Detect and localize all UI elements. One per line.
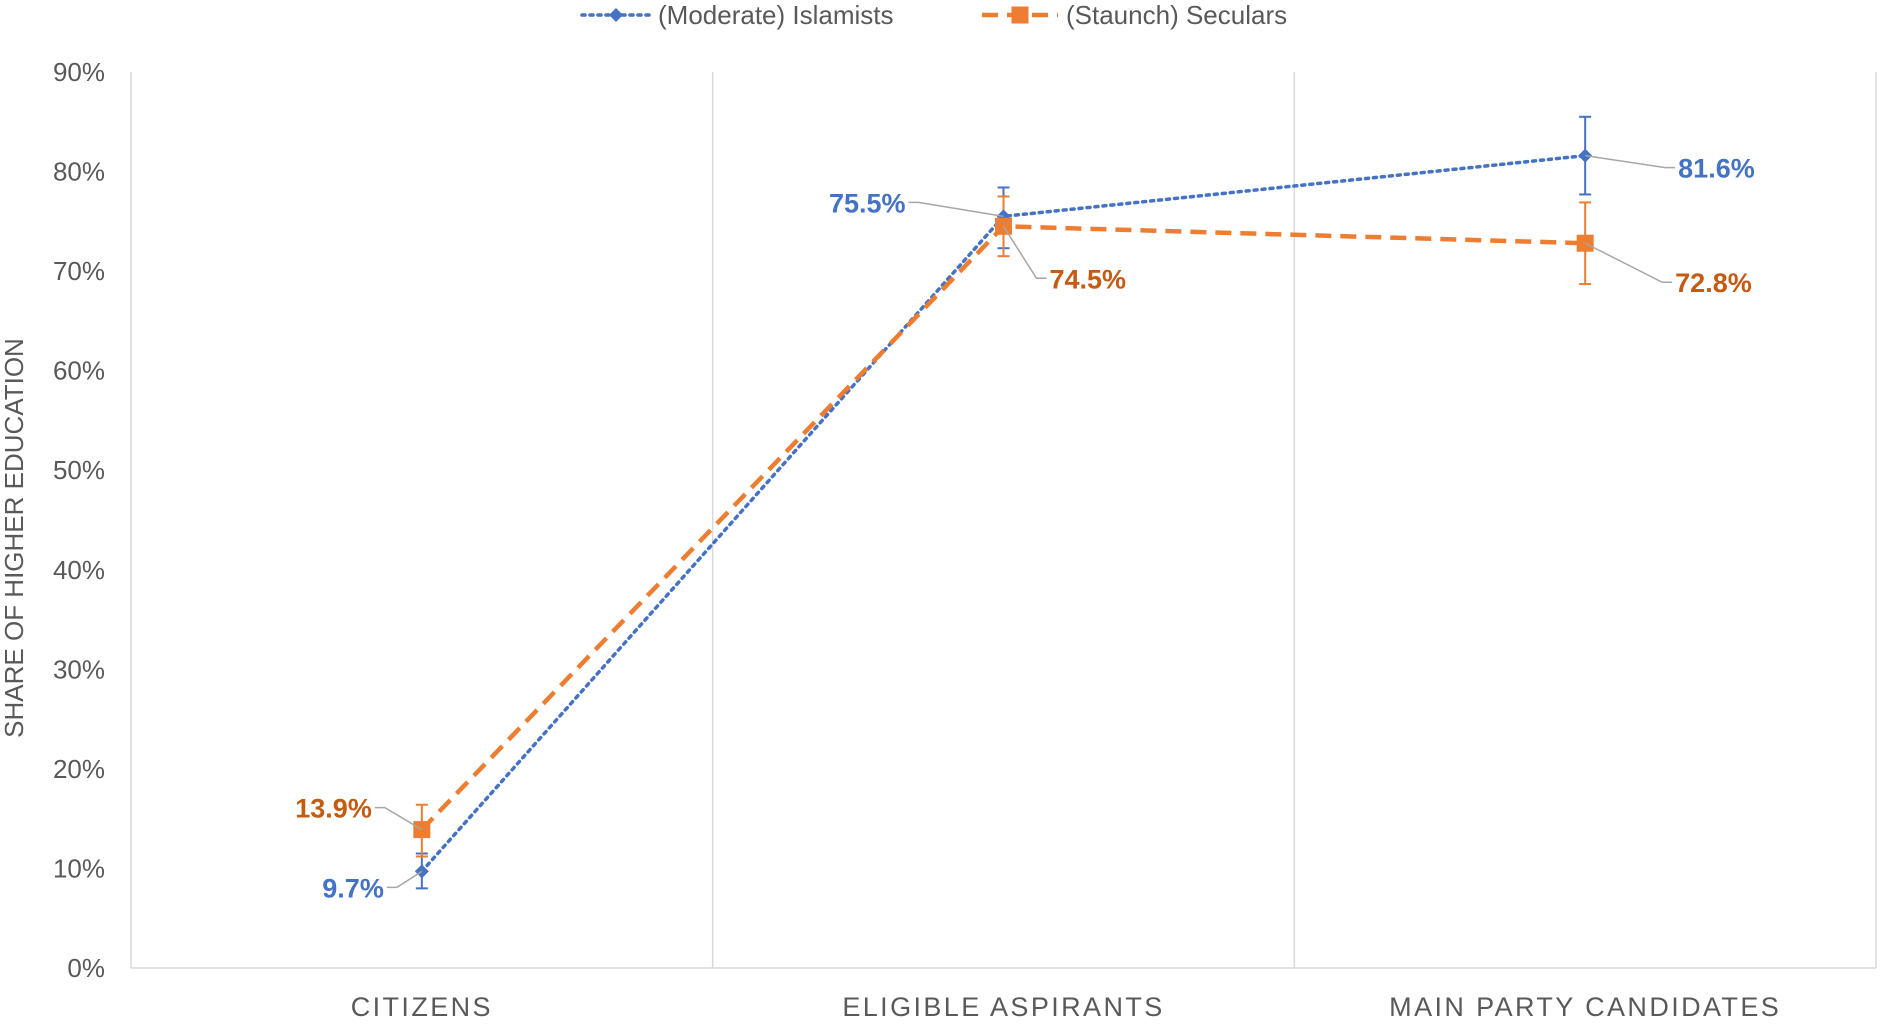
data-label-leader — [1584, 242, 1673, 283]
data-label: 72.8% — [1675, 268, 1752, 298]
data-label-leader — [1002, 225, 1047, 280]
chart-series — [413, 115, 1594, 890]
y-tick-label: 70% — [53, 256, 105, 286]
legend-entry: (Staunch) Seculars — [1066, 0, 1287, 30]
data-label-leader — [374, 806, 423, 831]
y-tick-label: 10% — [53, 853, 105, 883]
y-tick-label: 40% — [53, 555, 105, 585]
legend-entry: (Moderate) Islamists — [658, 0, 894, 30]
x-tick-label: MAIN PARTY CANDIDATES — [1389, 992, 1781, 1022]
y-tick-label: 20% — [53, 754, 105, 784]
data-label-leader — [908, 201, 1004, 218]
chart-axes: 0% 10% 20% 30% 40% 50% 60% 70% 80% 90% CITIZENS ELI… — [53, 57, 1876, 1022]
x-tick-label: CITIZENS — [351, 992, 493, 1022]
series-line-1 — [420, 224, 1586, 832]
y-tick-label: 90% — [53, 57, 105, 87]
chart-legend: (Moderate) Islamists (Staunch) Seculars — [580, 0, 1287, 30]
data-label: 9.7% — [322, 873, 384, 903]
legend-swatch-marker — [609, 8, 623, 22]
series-line-0 — [420, 153, 1587, 874]
chart-grid — [130, 72, 1877, 968]
data-label-leader — [1585, 154, 1676, 169]
y-axis-title: SHARE OF HIGHER EDUCATION — [0, 338, 29, 738]
chart-data-labels: 9.7% 75.5% 81.6% 13.9% 74.5% 72.8% — [295, 154, 1754, 904]
data-label: 81.6% — [1678, 154, 1755, 184]
y-tick-label: 0% — [67, 953, 105, 983]
y-tick-label: 50% — [53, 455, 105, 485]
y-tick-label: 80% — [53, 157, 105, 187]
data-label-leader — [386, 870, 423, 889]
legend-swatch-marker — [1011, 6, 1029, 24]
data-label: 13.9% — [295, 794, 372, 824]
y-tick-label: 60% — [53, 356, 105, 386]
x-tick-label: ELIGIBLE ASPIRANTS — [842, 992, 1164, 1022]
y-tick-label: 30% — [53, 654, 105, 684]
data-label: 75.5% — [829, 188, 906, 218]
data-label: 74.5% — [1050, 264, 1127, 294]
